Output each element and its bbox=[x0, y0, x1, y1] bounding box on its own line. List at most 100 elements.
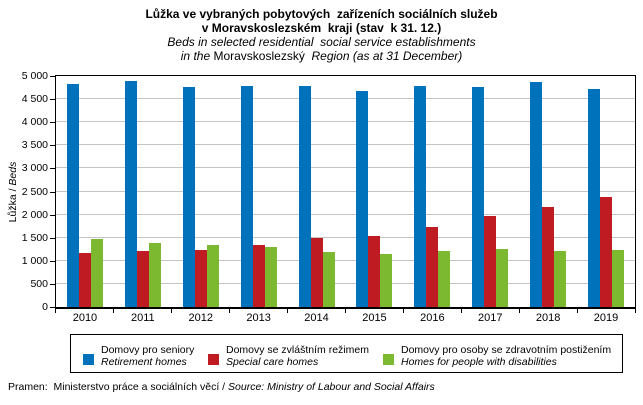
bar-2012-retirement-homes bbox=[182, 87, 195, 307]
chart-title-cz-line2: v Moravskoslezském kraji (stav k 31. 12.… bbox=[201, 21, 442, 35]
bar-2018-retirement-homes bbox=[530, 82, 543, 307]
y-axis-tick-1500 bbox=[50, 237, 55, 239]
x-axis-label-2012: 2012 bbox=[188, 312, 213, 324]
legend-label-cz-2: Domovy se zvláštním režimem bbox=[226, 344, 369, 356]
y-axis-tick-2500 bbox=[50, 191, 55, 193]
x-axis-tick-6 bbox=[403, 309, 404, 313]
y-axis-tick-label-1000: 1 000 bbox=[21, 254, 48, 267]
x-axis-label-2019: 2019 bbox=[593, 312, 619, 324]
x-axis-label-2015: 2015 bbox=[362, 312, 387, 324]
x-axis-label-2018: 2018 bbox=[535, 312, 561, 324]
x-axis-label-2010: 2010 bbox=[72, 312, 98, 324]
bar-2012-homes-for-people-with-disabilities bbox=[206, 244, 219, 307]
bar-2018-special-care-homes bbox=[542, 206, 555, 307]
x-axis-tick-2 bbox=[171, 309, 172, 313]
bar-2016-homes-for-people-with-disabilities bbox=[438, 250, 451, 307]
y-axis-tick-2000 bbox=[50, 214, 55, 216]
y-axis-tick-5000 bbox=[50, 76, 55, 77]
bar-2010-retirement-homes bbox=[66, 84, 79, 307]
bar-2014-retirement-homes bbox=[298, 85, 311, 307]
chart-subtitle-en-line2: in the Moravskoslezský Region (as at 31 … bbox=[0, 49, 643, 63]
y-axis-tick-4000 bbox=[50, 122, 55, 124]
y-axis-tick-3000 bbox=[50, 168, 55, 170]
y-axis-tick-label-500: 500 bbox=[30, 277, 48, 290]
y-axis-tick-500 bbox=[50, 283, 55, 285]
gridline-1000 bbox=[56, 259, 635, 261]
gridline-3000 bbox=[56, 167, 635, 169]
legend-label-en-2: Special care homes bbox=[226, 356, 319, 368]
y-axis-tick-4500 bbox=[50, 99, 55, 101]
bar-2017-homes-for-people-with-disabilities bbox=[496, 248, 509, 307]
legend-label-en-1: Retirement homes bbox=[101, 356, 187, 368]
bar-2011-special-care-homes bbox=[136, 250, 149, 307]
x-axis-tick-8 bbox=[519, 309, 520, 313]
bar-2015-special-care-homes bbox=[368, 235, 381, 307]
y-axis-tick-3500 bbox=[50, 145, 55, 147]
bar-2013-retirement-homes bbox=[240, 85, 253, 307]
y-axis-tick-label-3500: 3 500 bbox=[21, 139, 48, 152]
chart-title-cz-line1: Lůžka ve vybraných pobytových zařízeních… bbox=[145, 7, 498, 21]
x-axis-label-2017: 2017 bbox=[478, 312, 503, 324]
y-axis-tick-label-2000: 2 000 bbox=[21, 208, 48, 221]
bar-2015-homes-for-people-with-disabilities bbox=[380, 253, 393, 307]
x-axis-tick-0 bbox=[55, 309, 56, 313]
bar-2015-retirement-homes bbox=[356, 90, 369, 307]
gridline-4000 bbox=[56, 121, 635, 123]
source-cz: Pramen: Ministerstvo práce a sociálních … bbox=[8, 381, 229, 393]
y-axis-tick-label-1500: 1 500 bbox=[21, 231, 48, 244]
x-axis-label-2011: 2011 bbox=[131, 312, 155, 324]
bar-2011-retirement-homes bbox=[124, 81, 137, 307]
chart-title-block: Lůžka ve vybraných pobytových zařízeních… bbox=[0, 7, 643, 63]
legend-swatch-1 bbox=[83, 354, 94, 365]
chart-subtitle-en-line1: Beds in selected residential social serv… bbox=[167, 35, 476, 49]
x-axis-tick-7 bbox=[461, 309, 462, 313]
bar-2016-special-care-homes bbox=[426, 226, 439, 307]
x-axis-tick-10 bbox=[635, 309, 636, 313]
x-axis-tick-5 bbox=[345, 309, 346, 313]
x-axis-tick-1 bbox=[113, 309, 114, 313]
bar-2016-retirement-homes bbox=[414, 85, 427, 307]
legend-item-3: Domovy pro osoby se zdravotním postižení… bbox=[401, 344, 611, 368]
gridline-4500 bbox=[56, 98, 635, 100]
bar-2017-retirement-homes bbox=[472, 86, 485, 307]
bar-2011-homes-for-people-with-disabilities bbox=[148, 243, 161, 307]
source-en: Source: Ministry of Labour and Social Af… bbox=[228, 381, 435, 393]
plot-area bbox=[55, 75, 636, 309]
bar-2014-special-care-homes bbox=[310, 237, 323, 307]
gridline-2500 bbox=[56, 190, 635, 192]
subtitle-region-name: Moravskoslezský bbox=[213, 49, 305, 63]
bar-2018-homes-for-people-with-disabilities bbox=[554, 250, 567, 307]
legend-item-1: Domovy pro seniory Retirement homes bbox=[101, 344, 194, 368]
legend-label-en-3: Homes for people with disabilities bbox=[401, 356, 557, 368]
bar-2012-special-care-homes bbox=[194, 249, 207, 307]
bar-2014-homes-for-people-with-disabilities bbox=[322, 251, 335, 307]
y-axis-tick-label-5000: 5 000 bbox=[21, 70, 48, 82]
bar-2010-homes-for-people-with-disabilities bbox=[90, 238, 103, 307]
bar-2019-retirement-homes bbox=[588, 89, 601, 307]
x-axis-label-2014: 2014 bbox=[304, 312, 329, 324]
subtitle-suffix: Region (as at 31 December) bbox=[304, 49, 463, 63]
legend-label-cz-3: Domovy pro osoby se zdravotním postižení… bbox=[401, 344, 612, 356]
gridline-3500 bbox=[56, 144, 635, 146]
legend-swatch-2 bbox=[208, 354, 219, 365]
legend-swatch-3 bbox=[383, 354, 394, 365]
bar-2019-homes-for-people-with-disabilities bbox=[612, 250, 625, 307]
x-axis-label-2013: 2013 bbox=[246, 312, 271, 324]
x-axis-tick-9 bbox=[577, 309, 578, 313]
legend-item-2: Domovy se zvláštním režimem Special care … bbox=[226, 344, 369, 368]
y-axis-tick-0 bbox=[50, 307, 55, 308]
y-axis-tick-label-0: 0 bbox=[42, 301, 48, 313]
y-axis-tick-1000 bbox=[50, 260, 55, 262]
legend: Domovy pro seniory Retirement homes Domovy… bbox=[70, 334, 623, 373]
legend-label-cz-1: Domovy pro seniory bbox=[101, 344, 195, 356]
gridline-500 bbox=[56, 282, 635, 284]
bar-2010-special-care-homes bbox=[78, 252, 91, 307]
bar-2019-special-care-homes bbox=[600, 197, 613, 307]
source-note: Pramen: Ministerstvo práce a sociálních … bbox=[8, 381, 435, 393]
gridline-2000 bbox=[56, 213, 635, 215]
subtitle-prefix: in the bbox=[180, 49, 214, 63]
y-axis-tick-label-2500: 2 500 bbox=[21, 185, 48, 198]
bar-2013-homes-for-people-with-disabilities bbox=[264, 247, 277, 307]
y-axis-tick-label-4500: 4 500 bbox=[21, 93, 48, 106]
